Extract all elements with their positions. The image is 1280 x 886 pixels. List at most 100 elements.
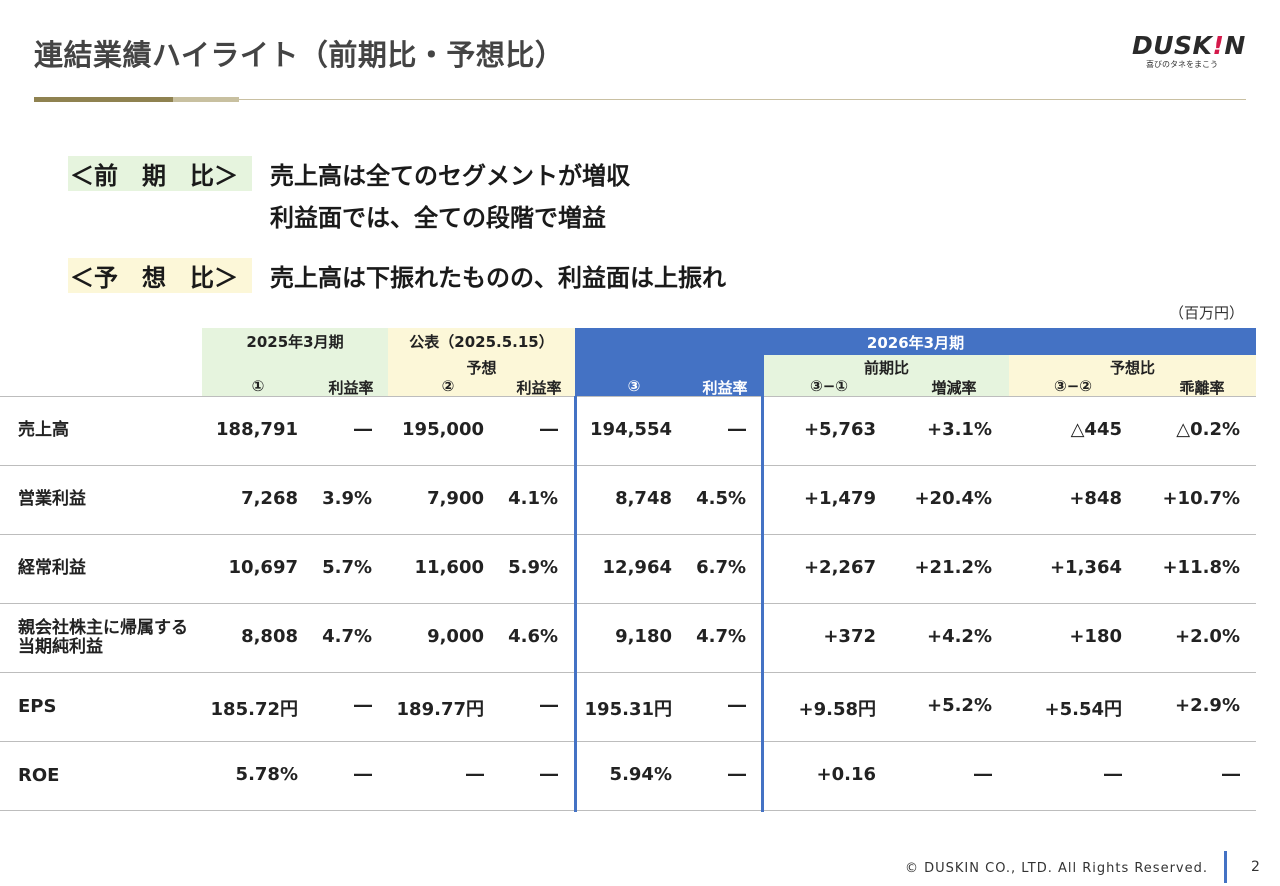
header-bg-current: [575, 328, 1256, 355]
table-cell: +11.8%: [1162, 557, 1240, 578]
table-cell: 4.1%: [508, 488, 558, 509]
header-forecast-sub: 予想: [466, 359, 497, 377]
table-cell: 9,000: [427, 626, 484, 647]
table-cell: ―: [1104, 764, 1122, 785]
table-cell: 4.5%: [696, 488, 746, 509]
col-header-2: 利益率: [328, 379, 374, 397]
row-divider: [0, 810, 1256, 811]
table-cell: ―: [728, 764, 746, 785]
table-cell: ―: [540, 695, 558, 716]
row-divider: [0, 465, 1256, 466]
table-cell: 5.78%: [235, 764, 298, 785]
table-cell: 7,268: [241, 488, 298, 509]
table-cell: ―: [354, 695, 372, 716]
row-label-net-income: 親会社株主に帰属する 当期純利益: [18, 618, 188, 657]
col-header-10: 乖離率: [1179, 379, 1225, 397]
table-cell: +1,479: [803, 488, 876, 509]
table-cell: ―: [354, 419, 372, 440]
row-label-eps: EPS: [18, 696, 57, 717]
table-cell: ―: [354, 764, 372, 785]
header-forecast: 公表（2025.5.15）: [409, 333, 554, 351]
table-cell: 11,600: [414, 557, 484, 578]
table-cell: 5.7%: [322, 557, 372, 578]
table-cell: +180: [1069, 626, 1122, 647]
current-column-border-left: [574, 396, 577, 812]
row-divider: [0, 603, 1256, 604]
footer-divider: [1224, 851, 1227, 883]
point-yoy-label: ＜前 期 比＞: [68, 156, 252, 191]
point-forecast: ＜予 想 比＞ 売上高は下振れたものの、利益面は上振れ: [68, 258, 726, 293]
header-bg-vs-forecast: [1009, 355, 1256, 396]
table-cell: 189.77円: [396, 699, 484, 720]
row-divider: [0, 396, 1256, 397]
header-current-period: 2026年3月期: [866, 334, 965, 352]
row-label-net-sales: 売上高: [18, 420, 69, 440]
table-cell: +5,763: [803, 419, 876, 440]
page-title: 連結業績ハイライト（前期比・予想比）: [34, 38, 565, 72]
duskin-logo: DUSK!N 喜びのタネをまこう: [1132, 32, 1248, 72]
table-cell: 4.7%: [696, 626, 746, 647]
col-header-7: ③−①: [810, 377, 848, 395]
table-cell: 195.31円: [584, 699, 672, 720]
table-cell: 8,748: [615, 488, 672, 509]
table-cell: +848: [1069, 488, 1122, 509]
table-cell: 194,554: [590, 419, 672, 440]
row-divider: [0, 741, 1256, 742]
table-cell: +2.9%: [1174, 695, 1240, 716]
table-cell: 195,000: [402, 419, 484, 440]
row-label-operating-income: 営業利益: [18, 489, 86, 509]
table-cell: 185.72円: [210, 699, 298, 720]
col-header-6: 利益率: [702, 379, 748, 397]
table-cell: +372: [823, 626, 876, 647]
table-cell: ―: [1222, 764, 1240, 785]
point-yoy-line2: 利益面では、全ての段階で増益: [270, 204, 606, 232]
table-cell: +5.54円: [1044, 699, 1123, 720]
point-forecast-line1: 売上高は下振れたものの、利益面は上振れ: [270, 264, 726, 292]
header-bg-yoy: [764, 355, 1009, 396]
col-header-8: 増減率: [931, 379, 977, 397]
table-cell: +20.4%: [914, 488, 992, 509]
header-yoy: 前期比: [863, 359, 909, 377]
table-cell: +9.58円: [798, 699, 877, 720]
table-cell: +2.0%: [1174, 626, 1240, 647]
table-cell: +3.1%: [926, 419, 992, 440]
table-cell: +21.2%: [914, 557, 992, 578]
col-header-4: 利益率: [516, 379, 562, 397]
table-cell: 4.7%: [322, 626, 372, 647]
col-header-5: ③: [627, 377, 641, 395]
table-cell: +5.2%: [926, 695, 992, 716]
table-cell: 8,808: [241, 626, 298, 647]
table-cell: 3.9%: [322, 488, 372, 509]
table-cell: 10,697: [228, 557, 298, 578]
table-cell: 6.7%: [696, 557, 746, 578]
table-cell: 4.6%: [508, 626, 558, 647]
table-cell: 5.94%: [609, 764, 672, 785]
header-bg-current-cols: [575, 355, 764, 396]
col-header-9: ③−②: [1054, 377, 1092, 395]
table-cell: △0.2%: [1176, 419, 1240, 440]
header-prev-period: 2025年3月期: [246, 333, 344, 351]
table-cell: ―: [728, 419, 746, 440]
title-underline: [34, 97, 1246, 102]
point-yoy: ＜前 期 比＞ 売上高は全てのセグメントが増収: [68, 156, 630, 191]
header-bg-prev: [202, 328, 388, 396]
table-cell: 9,180: [615, 626, 672, 647]
table-cell: ―: [728, 695, 746, 716]
row-label-roe: ROE: [18, 765, 60, 786]
logo-wordmark: DUSK!N: [1132, 31, 1246, 60]
header-bg-forecast: [388, 328, 575, 396]
table-cell: ―: [540, 419, 558, 440]
col-header-3: ②: [441, 377, 455, 395]
table-cell: 188,791: [216, 419, 298, 440]
table-cell: ―: [974, 764, 992, 785]
row-divider: [0, 672, 1256, 673]
table-cell: 12,964: [602, 557, 672, 578]
table-cell: ―: [466, 764, 484, 785]
point-yoy-line1: 売上高は全てのセグメントが増収: [270, 162, 630, 190]
table-cell: +0.16: [816, 764, 877, 785]
table-cell: +10.7%: [1162, 488, 1240, 509]
table-cell: +2,267: [803, 557, 876, 578]
row-label-ordinary-income: 経常利益: [18, 558, 86, 578]
table-cell: △445: [1070, 419, 1122, 440]
table-cell: ―: [540, 764, 558, 785]
